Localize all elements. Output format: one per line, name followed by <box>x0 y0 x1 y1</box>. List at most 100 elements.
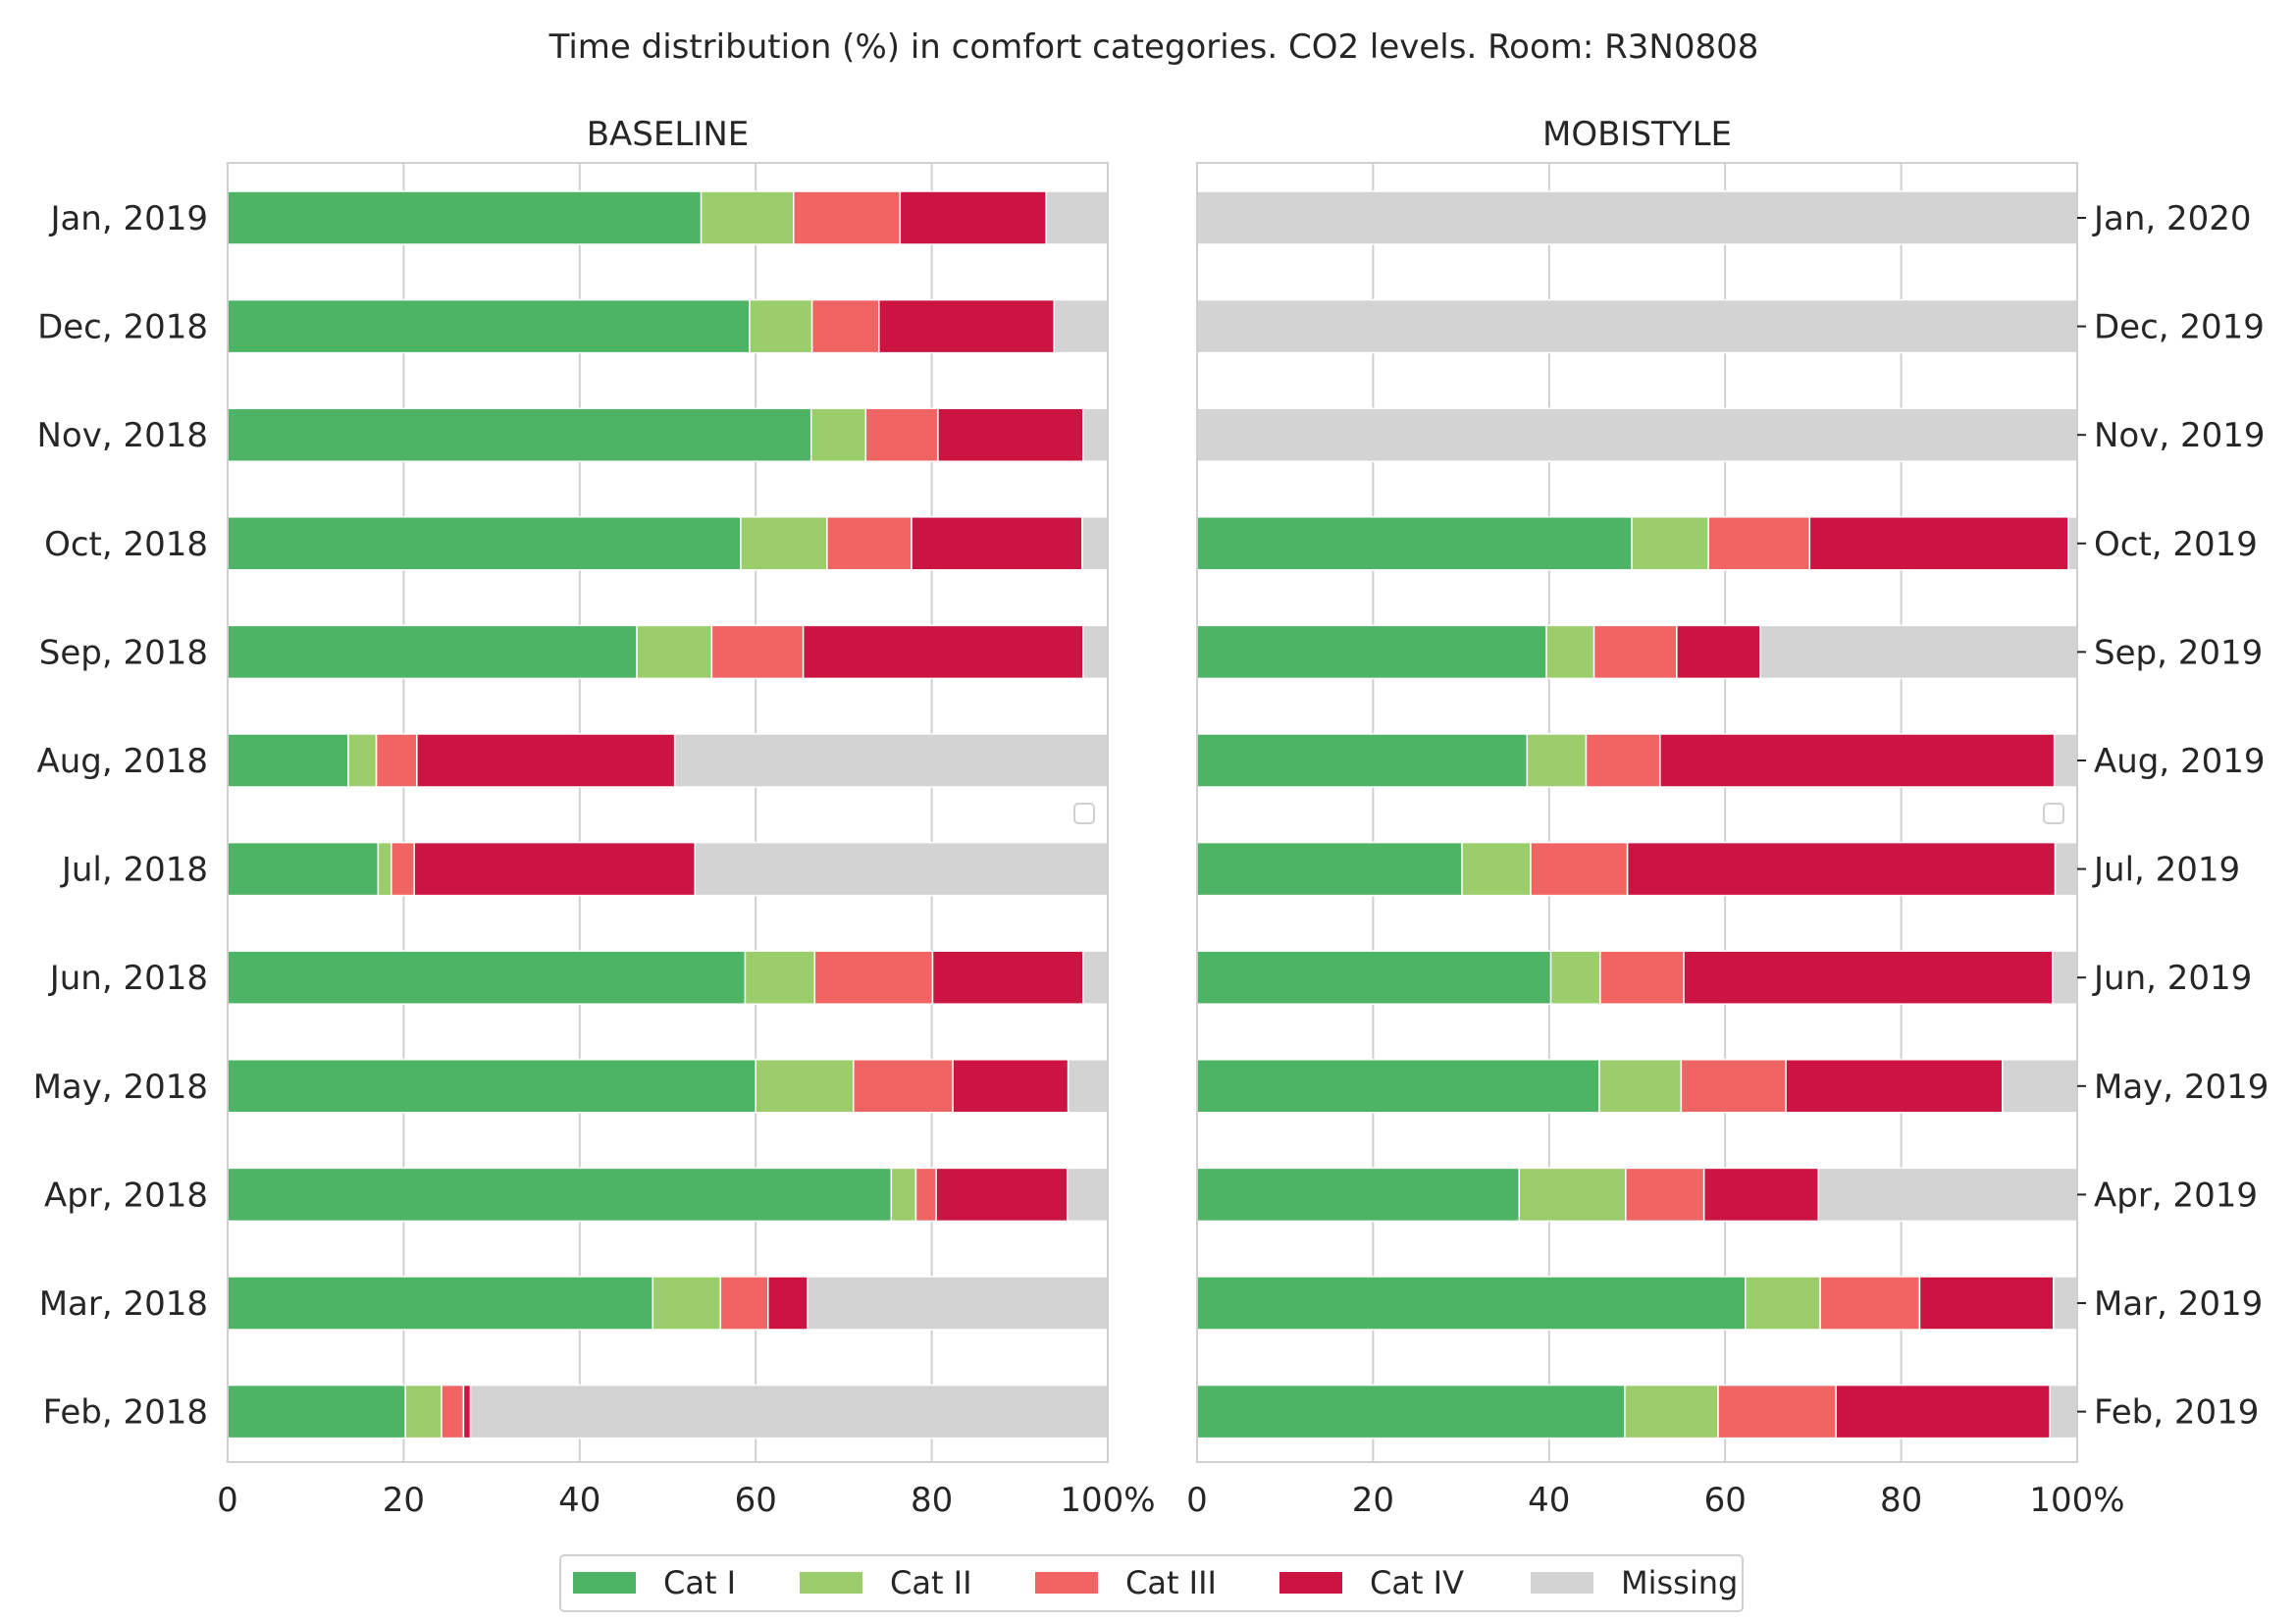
y-tick-label: Jul, 2019 <box>2092 851 2240 890</box>
bar-segment-cat4 <box>899 190 1047 245</box>
bar-segment-missing <box>1082 950 1109 1005</box>
bar-segment-cat4 <box>802 624 1084 680</box>
x-tick-label: 20 <box>383 1481 425 1520</box>
bar-segment-cat2 <box>652 1276 722 1331</box>
plot-frame-baseline <box>227 162 1109 1463</box>
x-tick-labels-mobistyle: 0 20 40 60 80 100% <box>1186 1481 2124 1520</box>
bar-segment-missing <box>1081 516 1109 571</box>
bar-segment-cat4 <box>1835 1384 2051 1440</box>
legend-frame <box>559 1554 1744 1612</box>
bar-segment-cat3 <box>810 298 880 354</box>
chart-title: Time distribution (%) in comfort categor… <box>548 27 1759 67</box>
legend-swatch-missing <box>1531 1572 1593 1594</box>
bar-segment-cat2 <box>809 407 867 462</box>
bar-segment-missing <box>1196 190 2078 245</box>
bar-segment-cat4 <box>878 298 1056 354</box>
bar-segment-cat4 <box>1659 733 2056 788</box>
bar-segment-cat1 <box>227 733 349 788</box>
legend-label: Cat II <box>890 1564 972 1601</box>
bar-segment-cat2 <box>1461 841 1532 897</box>
panel-baseline: BASELINE Jan, 2019 Dec, 2018 Nov, 2018 Oct,… <box>33 115 1156 1520</box>
bar-segment-cat2 <box>890 1167 917 1223</box>
bar-segment-cat1 <box>227 1167 893 1223</box>
bar-segment-cat1 <box>1196 1276 1747 1331</box>
bar-segment-cat1 <box>227 298 751 354</box>
bar-segment-cat3 <box>1625 1167 1705 1223</box>
bar-segment-missing <box>1067 1059 1109 1114</box>
legend: Cat I Cat II Cat III Cat IV Missing <box>559 1554 1744 1612</box>
bar-segment-cat3 <box>710 624 805 680</box>
legend-swatch-cat2 <box>800 1572 862 1594</box>
y-tick-label: Sep, 2018 <box>39 633 208 672</box>
y-tick-label: May, 2018 <box>33 1068 208 1107</box>
bar-segment-cat4 <box>416 733 676 788</box>
y-tick-label: Nov, 2018 <box>37 416 209 455</box>
y-tick-label: Aug, 2018 <box>36 742 208 781</box>
bar-segment-cat3 <box>813 950 934 1005</box>
y-tick-label: Dec, 2018 <box>37 308 208 347</box>
x-tick-label: 100% <box>1060 1481 1155 1520</box>
plot-area-mobistyle <box>1197 163 2077 1462</box>
bar-segment-missing <box>1196 407 2078 462</box>
bar-segment-cat1 <box>1196 733 1529 788</box>
bar-segment-cat1 <box>227 624 638 680</box>
y-tick-label: Feb, 2018 <box>43 1393 208 1433</box>
legend-label: Cat III <box>1125 1564 1217 1601</box>
legend-swatch-cat1 <box>573 1572 636 1594</box>
bar-segment-cat2 <box>749 298 813 354</box>
bar-segment-cat2 <box>740 516 828 571</box>
bar-segment-cat1 <box>227 1276 654 1331</box>
bar-segment-missing <box>2053 1276 2078 1331</box>
bar-segment-cat1 <box>1196 950 1552 1005</box>
bar-segment-missing <box>2067 516 2078 571</box>
y-tick-label: Oct, 2018 <box>44 525 208 564</box>
bar-segment-cat4 <box>1808 516 2069 571</box>
bar-segment-missing <box>2053 733 2078 788</box>
bar-segment-missing <box>807 1276 1109 1331</box>
bar-segment-cat4 <box>1918 1276 2055 1331</box>
bar-segment-cat2 <box>1549 950 1601 1005</box>
empty-legend-box-mobistyle <box>2043 803 2064 824</box>
legend-label: Missing <box>1621 1564 1738 1601</box>
legend-label: Cat IV <box>1370 1564 1464 1601</box>
bar-segment-cat2 <box>1745 1276 1821 1331</box>
gridlines-mobistyle <box>1372 163 1903 1462</box>
x-tick-label: 60 <box>735 1481 777 1520</box>
bar-segment-cat4 <box>935 1167 1069 1223</box>
panel-title-mobistyle: MOBISTYLE <box>1542 115 1732 154</box>
bar-segment-cat4 <box>1676 624 1761 680</box>
legend-label: Cat I <box>663 1564 736 1601</box>
plot-area-baseline <box>228 163 1108 1462</box>
x-tick-label: 80 <box>1880 1481 1922 1520</box>
bar-segment-cat2 <box>636 624 713 680</box>
bar-segment-cat1 <box>1196 1059 1600 1114</box>
bar-segment-cat4 <box>931 950 1084 1005</box>
y-tick-label: Sep, 2019 <box>2094 633 2263 672</box>
bar-segment-missing <box>1817 1167 2078 1223</box>
bar-segment-cat4 <box>911 516 1083 571</box>
y-tick-label: Jan, 2020 <box>2092 199 2252 238</box>
bar-segment-cat2 <box>1518 1167 1627 1223</box>
bar-segment-cat1 <box>227 407 812 462</box>
y-tick-label: Nov, 2019 <box>2094 416 2266 455</box>
bar-segment-missing <box>469 1384 1109 1440</box>
x-tick-label: 40 <box>1528 1481 1570 1520</box>
bar-segment-cat2 <box>1631 516 1709 571</box>
bar-segment-cat2 <box>347 733 378 788</box>
bar-segment-cat3 <box>1599 950 1685 1005</box>
bar-segment-cat4 <box>1683 950 2054 1005</box>
bar-segment-cat3 <box>1707 516 1811 571</box>
bar-segment-cat1 <box>1196 516 1633 571</box>
bar-segment-missing <box>1082 407 1109 462</box>
y-tick-label: Feb, 2019 <box>2094 1393 2259 1433</box>
bar-segment-missing <box>2054 841 2078 897</box>
bar-segment-cat1 <box>227 950 747 1005</box>
bar-segment-cat3 <box>1717 1384 1837 1440</box>
bar-segment-cat3 <box>441 1384 465 1440</box>
bar-segment-missing <box>1759 624 2078 680</box>
y-tick-label: Jun, 2018 <box>48 959 208 998</box>
bar-segment-cat1 <box>227 190 703 245</box>
bar-segment-cat3 <box>391 841 415 897</box>
y-tick-labels-mobistyle: Jan, 2020 Dec, 2019 Nov, 2019 Oct, 2019 Sep,… <box>2077 199 2269 1433</box>
